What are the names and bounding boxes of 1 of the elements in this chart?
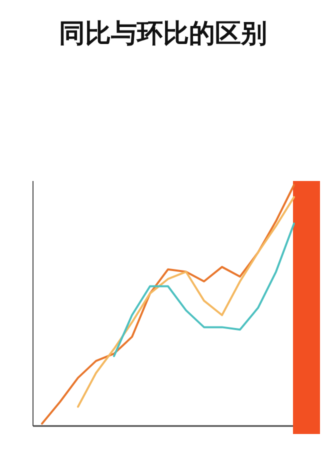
chart-title: 同比与环比的区别 — [59, 19, 267, 49]
